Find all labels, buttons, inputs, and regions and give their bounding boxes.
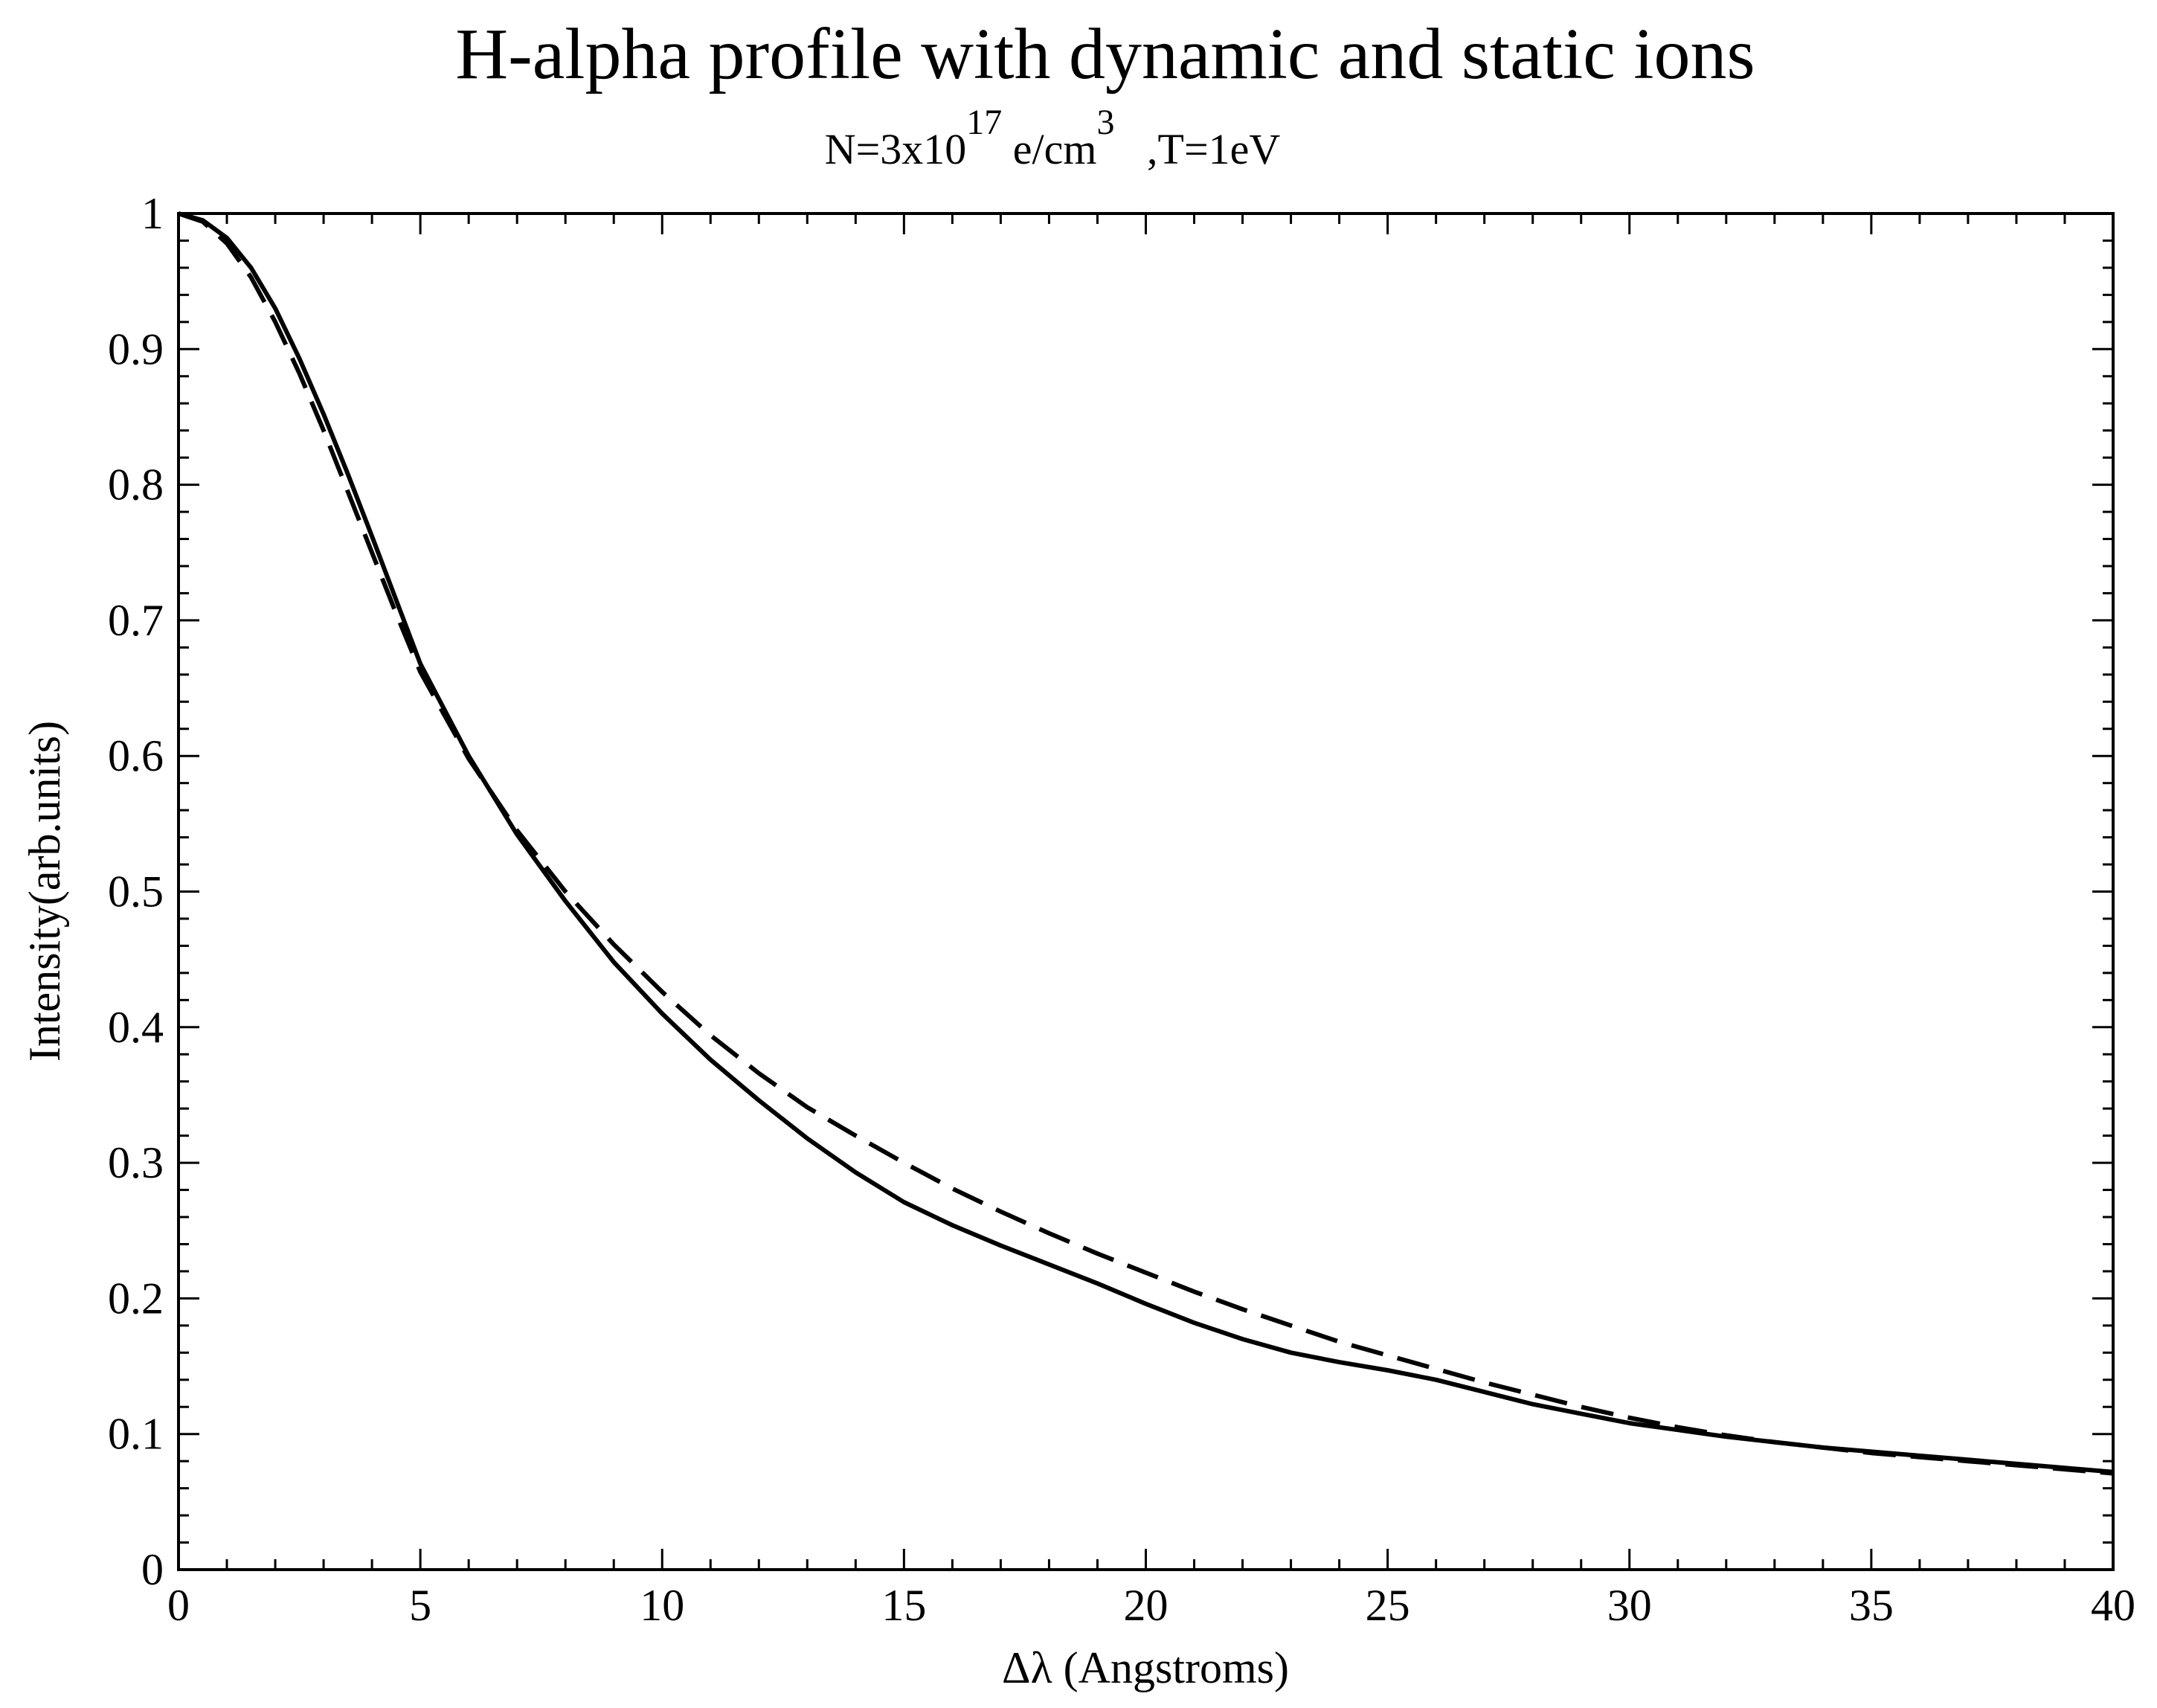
plot-frame [177,212,2115,1571]
x-tick-label: 0 [167,1581,190,1630]
y-tick-label: 0 [141,1545,164,1594]
y-tick-label: 1 [141,189,164,238]
x-tick-label: 20 [1124,1581,1168,1630]
subtitle-exponent-volume: 3 [1097,103,1115,142]
subtitle-exponent-density: 17 [966,103,1002,142]
y-tick-label: 0.8 [108,460,164,510]
y-tick-label: 0.4 [108,1003,164,1052]
y-tick-label: 0.9 [108,324,164,373]
chart-title: H-alpha profile with dynamic and static … [455,14,1755,94]
y-tick-label: 0.6 [108,731,164,780]
chart-subtitle: N=3x1017 e/cm3 ,T=1eV [825,103,1281,173]
x-tick-label: 5 [409,1581,431,1630]
axis-ticks [177,212,2115,1571]
x-tick-label: 35 [1849,1581,1894,1630]
x-tick-label: 25 [1366,1581,1410,1630]
x-tick-label: 40 [2091,1581,2135,1630]
series-line-solid [178,211,2114,1474]
subtitle-prefix: N=3x10 [825,125,967,173]
x-tick-label: 15 [881,1581,926,1630]
y-tick-label: 0.3 [108,1138,164,1187]
series-lines [178,211,2114,1476]
x-tick-label: 10 [640,1581,684,1630]
subtitle-units: e/cm [1002,125,1096,173]
y-tick-label: 0.1 [108,1410,164,1459]
series-line-dashed [178,211,2114,1476]
subtitle-temperature: ,T=1eV [1115,125,1281,173]
y-axis-label: Intensity(arb.units) [20,721,69,1062]
y-tick-label: 0.2 [108,1274,164,1323]
axis-tick-labels: 0 5 10 15 20 25 30 35 40 0 0.1 0.2 0.3 0.4 0.5 0.6 0.7 0.… [108,189,2135,1630]
y-tick-label: 0.7 [108,596,164,645]
x-tick-label: 30 [1607,1581,1652,1630]
y-tick-label: 0.5 [108,867,164,916]
x-axis-label: Δλ (Angstroms) [1002,1643,1289,1692]
